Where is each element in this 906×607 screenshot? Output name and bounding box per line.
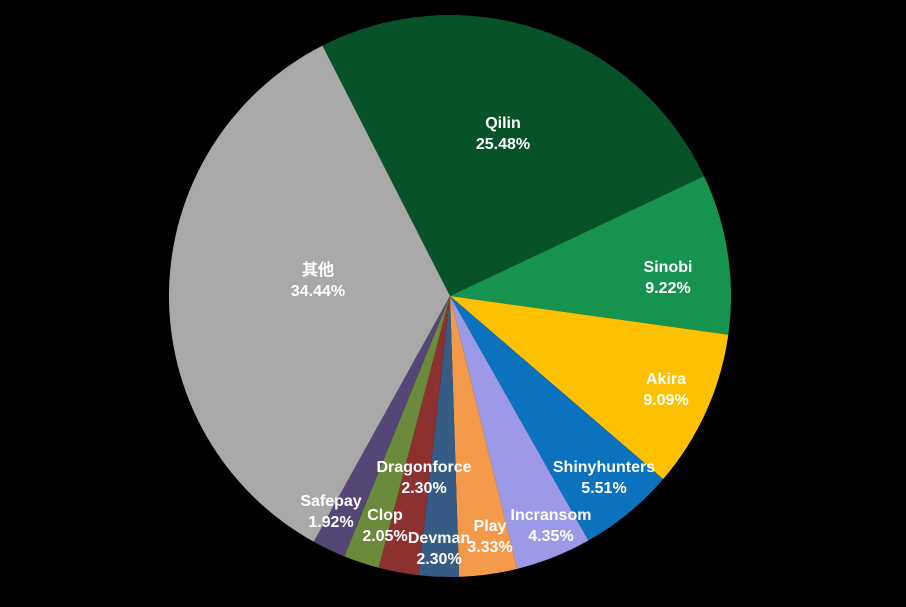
pie-slice-incransom — [450, 296, 589, 569]
pie-slice-shinyhunters — [450, 296, 664, 541]
pie-slice-play — [450, 296, 518, 577]
pie-slice-dragonforce — [378, 296, 450, 576]
pie-slice-qilin — [322, 15, 705, 296]
pie-slice-devman — [418, 296, 460, 577]
pie-slice-others-10 — [169, 45, 450, 542]
pie-slice-safepay — [313, 296, 450, 557]
pie-slice-clop — [344, 296, 450, 568]
pie-slice-akira — [450, 296, 729, 480]
pie-slice-sinobi — [450, 176, 731, 335]
